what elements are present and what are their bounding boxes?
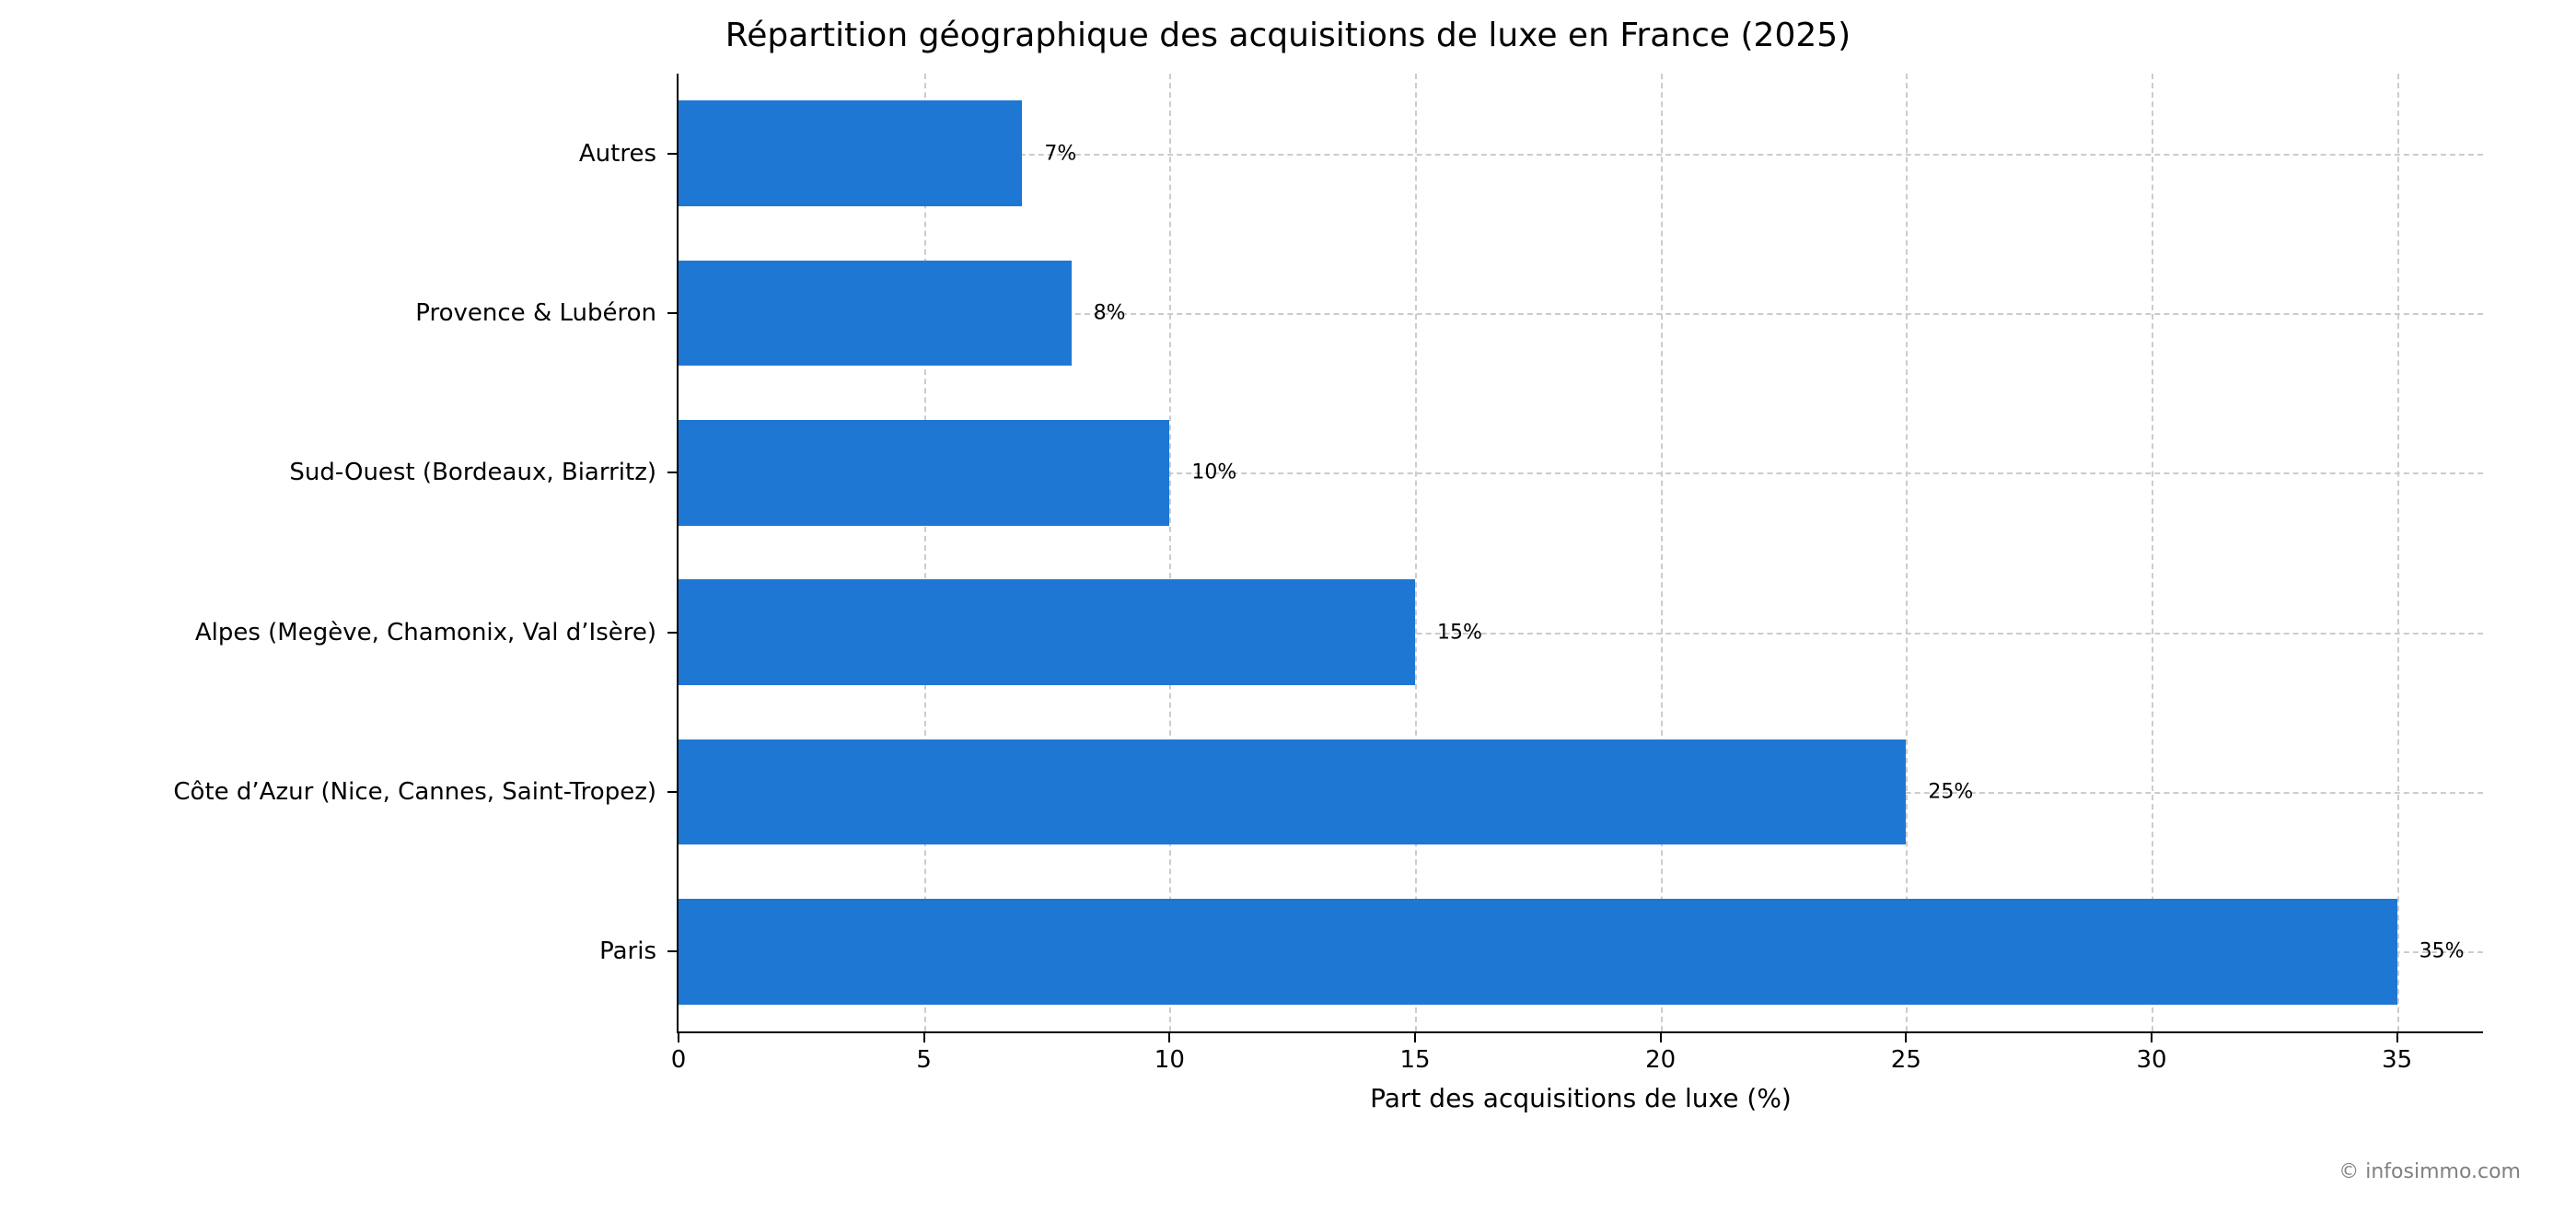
gridline-vertical	[924, 74, 926, 1031]
bar	[679, 579, 1415, 684]
ytick-mark	[667, 472, 679, 473]
xtick-label: 15	[1399, 1046, 1430, 1074]
ytick-label: Sud-Ouest (Bordeaux, Biarritz)	[289, 459, 656, 486]
bar-value-label: 10%	[1191, 461, 1236, 484]
ytick-mark	[667, 632, 679, 634]
xtick-label: 10	[1155, 1046, 1185, 1074]
ytick-label: Paris	[599, 937, 656, 965]
xtick-mark	[1414, 1031, 1416, 1042]
bar	[679, 899, 2397, 1004]
plot-area: 05101520253035Part des acquisitions de l…	[677, 74, 2483, 1033]
gridline-vertical	[2397, 74, 2399, 1031]
ytick-label: Autres	[579, 140, 656, 168]
chart-title: Répartition géographique des acquisition…	[0, 17, 2576, 54]
xtick-label: 25	[1891, 1046, 1921, 1074]
bar	[679, 739, 1906, 844]
bar-value-label: 15%	[1437, 621, 1482, 644]
x-axis-label: Part des acquisitions de luxe (%)	[679, 1083, 2483, 1113]
xtick-label: 20	[1645, 1046, 1676, 1074]
bar-value-label: 25%	[1928, 781, 1973, 804]
gridline-vertical	[2152, 74, 2153, 1031]
xtick-label: 5	[916, 1046, 932, 1074]
bar-value-label: 8%	[1094, 302, 1126, 325]
bar	[679, 100, 1022, 205]
gridline-vertical	[1661, 74, 1663, 1031]
ytick-mark	[667, 950, 679, 952]
bar-value-label: 35%	[2419, 940, 2465, 963]
ytick-mark	[667, 153, 679, 155]
ytick-label: Alpes (Megève, Chamonix, Val d’Isère)	[195, 619, 656, 646]
xtick-mark	[1905, 1031, 1907, 1042]
xtick-mark	[1660, 1031, 1662, 1042]
bar	[679, 420, 1169, 525]
bar	[679, 261, 1072, 366]
xtick-mark	[923, 1031, 925, 1042]
xtick-label: 35	[2382, 1046, 2412, 1074]
xtick-mark	[1168, 1031, 1170, 1042]
gridline-vertical	[1415, 74, 1417, 1031]
xtick-mark	[678, 1031, 679, 1042]
xtick-label: 30	[2136, 1046, 2166, 1074]
chart-container: Répartition géographique des acquisition…	[0, 0, 2576, 1211]
attribution-text: © infosimmo.com	[2338, 1160, 2521, 1183]
ytick-label: Provence & Lubéron	[415, 299, 656, 327]
xtick-label: 0	[671, 1046, 687, 1074]
ytick-mark	[667, 791, 679, 793]
gridline-vertical	[1906, 74, 1908, 1031]
gridline-vertical	[1169, 74, 1171, 1031]
bar-value-label: 7%	[1044, 142, 1076, 165]
ytick-label: Côte d’Azur (Nice, Cannes, Saint-Tropez)	[173, 778, 656, 806]
xtick-mark	[2396, 1031, 2398, 1042]
ytick-mark	[667, 312, 679, 314]
xtick-mark	[2151, 1031, 2152, 1042]
